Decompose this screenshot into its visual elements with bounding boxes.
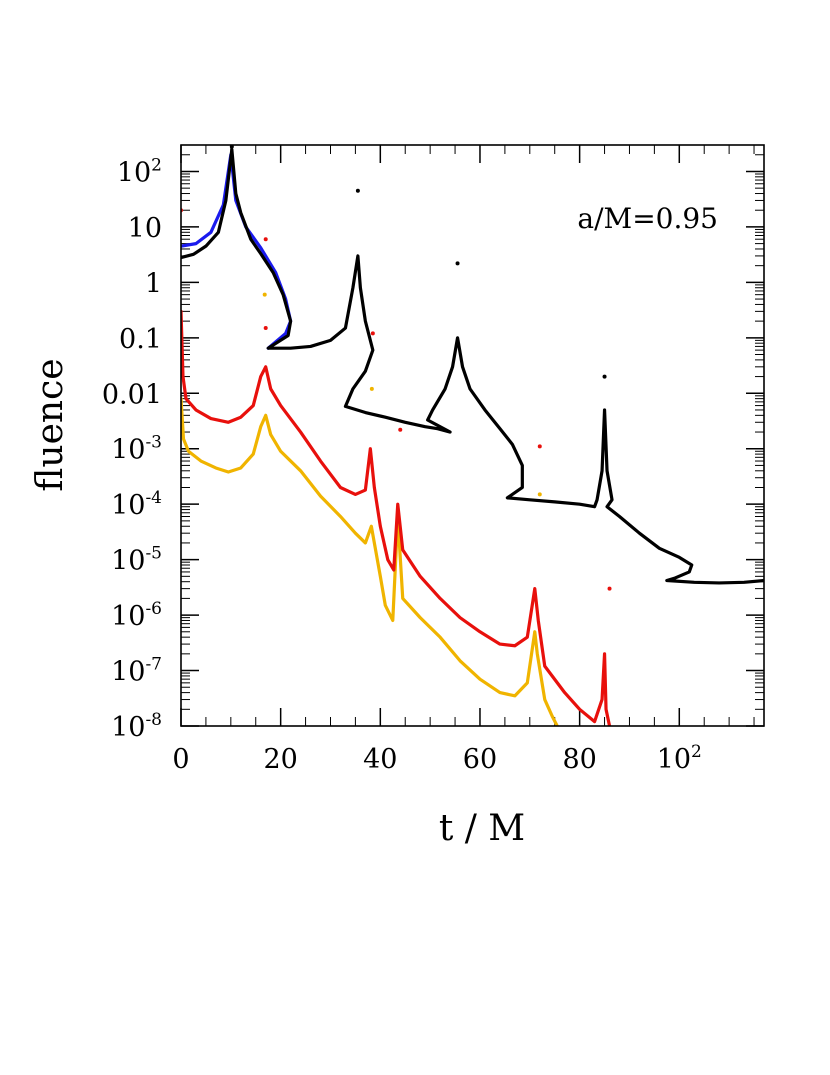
annotation-spin: a/M=0.95	[577, 202, 718, 235]
data-point-marker	[369, 386, 374, 391]
data-point-marker	[537, 492, 542, 497]
data-point-marker	[398, 427, 403, 432]
y-tick-label: 0.01	[102, 379, 162, 410]
x-axis-label: t / M	[439, 808, 525, 849]
y-tick-label: 10-8	[111, 710, 162, 743]
y-tick-label: 10-7	[111, 655, 162, 688]
y-tick-label: 10-4	[111, 488, 162, 521]
y-tick-label: 1	[145, 268, 162, 299]
x-tick-label: 80	[562, 744, 596, 775]
x-tick-label: 40	[363, 744, 397, 775]
y-tick-label: 10-6	[111, 599, 162, 632]
x-tick-label: 60	[463, 744, 497, 775]
y-tick-label: 102	[117, 155, 162, 188]
data-point-marker	[262, 292, 267, 297]
data-point-marker	[537, 444, 542, 449]
data-point-marker	[370, 331, 375, 336]
y-tick-label: 10	[128, 213, 162, 244]
series-line-1	[181, 397, 559, 726]
data-point-marker	[263, 237, 268, 242]
tick-labels: 102 10 1 0.1 0.01 10-3 10-4 10-5 10-6 10-7 10-8 0 20…	[102, 155, 702, 775]
minor-ticks	[181, 144, 764, 726]
x-tick-label: 102	[657, 742, 702, 775]
data-point-marker	[607, 586, 612, 591]
data-point-marker	[263, 326, 268, 331]
y-tick-label: 0.1	[119, 324, 162, 355]
data-point-marker	[355, 188, 360, 193]
y-axis-label: fluence	[30, 358, 71, 491]
series-line-4	[181, 147, 764, 585]
series-line-2	[181, 309, 612, 726]
x-tick-label: 0	[172, 744, 189, 775]
data-point-marker	[229, 145, 234, 149]
series-layer	[181, 145, 764, 726]
data-point-marker	[602, 374, 607, 379]
y-tick-label: 10-5	[111, 544, 162, 577]
x-tick-label: 20	[263, 744, 297, 775]
data-point-marker	[455, 261, 460, 266]
y-tick-label: 10-3	[111, 433, 162, 466]
plot-frame	[180, 144, 765, 727]
